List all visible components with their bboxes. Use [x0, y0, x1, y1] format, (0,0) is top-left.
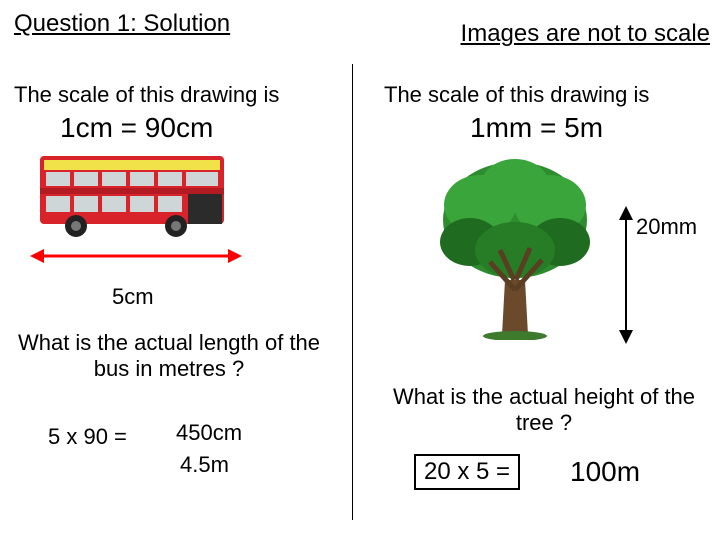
left-title: Question 1: Solution — [14, 10, 230, 38]
left-scale-text: 1cm = 90cm — [60, 112, 213, 144]
right-calc-box: 20 x 5 = — [414, 454, 520, 490]
left-ans1: 450cm — [176, 420, 242, 446]
left-scale-intro: The scale of this drawing is — [14, 82, 334, 108]
right-ans1: 100m — [570, 456, 640, 488]
right-calc-lhs: 20 x 5 = — [424, 458, 510, 485]
right-scale-text: 1mm = 5m — [470, 112, 603, 144]
tree-measure-label: 20mm — [636, 214, 697, 240]
tree-height-arrow — [614, 206, 638, 344]
bus-measure-label: 5cm — [112, 284, 154, 310]
bus-width-arrow — [30, 244, 242, 268]
right-title: Images are not to scale — [461, 20, 710, 48]
left-calc-lhs: 5 x 90 = — [48, 424, 127, 450]
right-scale-intro: The scale of this drawing is — [384, 82, 704, 108]
tree-image — [430, 150, 600, 340]
left-question: What is the actual length of the bus in … — [14, 330, 324, 382]
center-divider — [352, 64, 353, 520]
left-ans2: 4.5m — [180, 452, 229, 478]
bus-image — [40, 150, 232, 238]
right-question: What is the actual height of the tree ? — [384, 384, 704, 436]
